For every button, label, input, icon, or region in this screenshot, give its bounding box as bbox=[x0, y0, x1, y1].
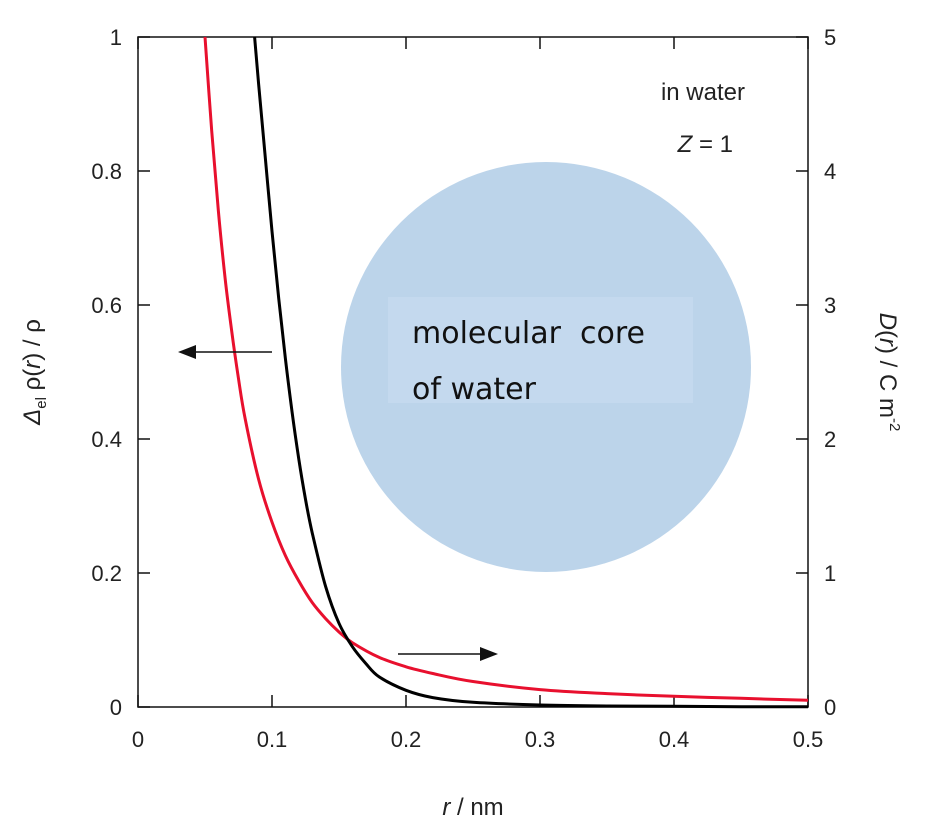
y-axis-left-title: Δel ρ(r) / ρ bbox=[19, 319, 50, 426]
ylabel-right-d: D bbox=[874, 313, 901, 330]
core-label-line2: of water bbox=[412, 372, 537, 407]
ylabel-right-paren2: ) / C m bbox=[874, 346, 901, 418]
plot-frame bbox=[137, 36, 809, 708]
charge-rest: = 1 bbox=[692, 131, 733, 158]
ylabel-right-sup: -2 bbox=[886, 418, 903, 431]
x-tick-label: 0.3 bbox=[525, 727, 556, 752]
x-tick-label: 0.4 bbox=[659, 727, 690, 752]
y-axis-right-title: D(r) / C m-2 bbox=[874, 313, 903, 432]
y-right-tick-label: 4 bbox=[824, 159, 836, 184]
y-left-tick-label: 0.4 bbox=[91, 427, 122, 452]
ylabel-left-delta: Δ bbox=[19, 409, 46, 426]
ylabel-left-rho1: ρ( bbox=[19, 369, 46, 397]
series-layer bbox=[203, 36, 809, 709]
annotation-medium: in water bbox=[661, 79, 745, 106]
ylabel-left-sub: el bbox=[33, 397, 50, 409]
annotation-charge: Z = 1 bbox=[677, 131, 733, 158]
x-tick-label: 0.1 bbox=[257, 727, 288, 752]
x-axis-title: r / nm bbox=[442, 794, 503, 821]
y-right-tick-label: 1 bbox=[824, 561, 836, 586]
ylabel-right-r: r bbox=[874, 338, 901, 347]
y-right-tick-label: 3 bbox=[824, 293, 836, 318]
x-tick-label: 0.2 bbox=[391, 727, 422, 752]
x-tick-label: 0.5 bbox=[793, 727, 824, 752]
core-label-box bbox=[388, 297, 693, 403]
right-axis-arrow bbox=[398, 647, 498, 661]
series-line-displacement bbox=[203, 36, 809, 702]
ylabel-left-rho2: ) / ρ bbox=[19, 319, 46, 361]
y-left-tick-label: 0 bbox=[110, 695, 122, 720]
y-left-tick-label: 0.6 bbox=[91, 293, 122, 318]
x-axis-var: r bbox=[442, 794, 451, 821]
x-axis-unit: / nm bbox=[450, 794, 503, 821]
core-label-line1: molecular core bbox=[412, 316, 645, 351]
series-line-charge-density bbox=[253, 36, 809, 709]
charge-var: Z bbox=[677, 131, 694, 158]
ylabel-left-r: r bbox=[19, 360, 46, 369]
y-left-tick-label: 1 bbox=[110, 25, 122, 50]
x-tick-label: 0 bbox=[132, 727, 144, 752]
left-axis-arrow bbox=[178, 345, 272, 359]
y-left-tick-label: 0.2 bbox=[91, 561, 122, 586]
y-right-tick-label: 5 bbox=[824, 25, 836, 50]
y-right-tick-label: 2 bbox=[824, 427, 836, 452]
ylabel-right-paren1: ( bbox=[874, 330, 901, 338]
y-right-tick-label: 0 bbox=[824, 695, 836, 720]
y-left-tick-label: 0.8 bbox=[91, 159, 122, 184]
